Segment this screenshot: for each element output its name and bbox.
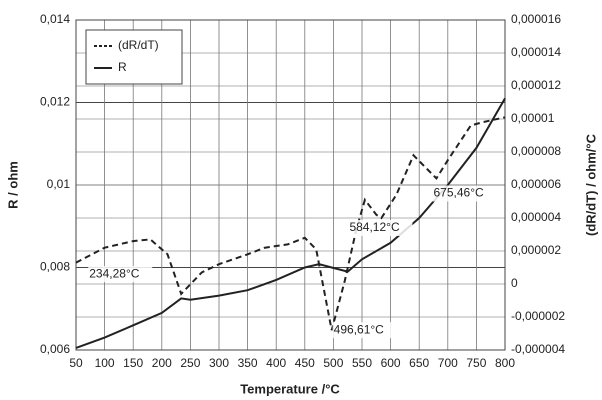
x-tick-label: 650 xyxy=(409,356,429,370)
legend-box xyxy=(85,29,183,85)
y-tick-label: 0,008 xyxy=(40,260,70,274)
annotation-bg xyxy=(88,266,153,283)
y2-tick-label: 0,00001 xyxy=(511,111,555,125)
series-line xyxy=(75,116,506,331)
x-tick-label: 250 xyxy=(180,356,200,370)
series-line xyxy=(75,97,506,349)
x-tick-label: 450 xyxy=(295,356,315,370)
y-tick-label: 0,014 xyxy=(40,12,70,26)
y-tick-label: 0,012 xyxy=(40,95,70,109)
x-tick-label: 50 xyxy=(69,356,83,370)
x-axis-label: Temperature /°C xyxy=(240,381,340,396)
y-tick-label: 0,006 xyxy=(40,342,70,356)
x-tick-label: 350 xyxy=(238,356,258,370)
annotation: 675,46°C xyxy=(434,186,485,200)
x-tick-label: 750 xyxy=(466,356,486,370)
x-tick-label: 100 xyxy=(95,356,115,370)
x-tick-label: 800 xyxy=(495,356,515,370)
plot-frame xyxy=(75,19,506,351)
x-tick-label: 400 xyxy=(266,356,286,370)
x-tick-label: 150 xyxy=(123,356,143,370)
y2-axis-label: (dR/dT) / ohm/°C xyxy=(583,133,598,236)
x-tick-label: 700 xyxy=(438,356,458,370)
annotation-bg xyxy=(432,185,497,202)
y2-tick-label: 0,000014 xyxy=(511,45,561,59)
legend-label: R xyxy=(118,60,127,74)
y2-tick-label: -0,000002 xyxy=(511,309,565,323)
y2-tick-label: 0,000012 xyxy=(511,78,561,92)
x-tick-label: 500 xyxy=(323,356,343,370)
y2-tick-label: 0,000002 xyxy=(511,243,561,257)
x-tick-label: 200 xyxy=(152,356,172,370)
annotation: 234,28°C xyxy=(89,266,140,280)
y2-tick-label: 0,000008 xyxy=(511,144,561,158)
x-tick-label: 600 xyxy=(381,356,401,370)
annotation: 584,12°C xyxy=(349,220,400,234)
y2-tick-label: 0 xyxy=(511,276,518,290)
y2-tick-label: 0,000004 xyxy=(511,210,561,224)
annotation: 496,61°C xyxy=(334,322,385,336)
y2-tick-label: 0,000016 xyxy=(511,12,561,26)
annotation-bg xyxy=(332,322,397,339)
y-tick-label: 0,01 xyxy=(47,177,71,191)
x-tick-label: 550 xyxy=(352,356,372,370)
y2-tick-label: -0,000004 xyxy=(511,342,565,356)
x-tick-label: 300 xyxy=(209,356,229,370)
annotation-bg xyxy=(348,220,413,236)
y-axis-label: R / ohm xyxy=(5,161,20,209)
y2-tick-label: 0,000006 xyxy=(511,177,561,191)
legend-label: (dR/dT) xyxy=(118,38,159,52)
